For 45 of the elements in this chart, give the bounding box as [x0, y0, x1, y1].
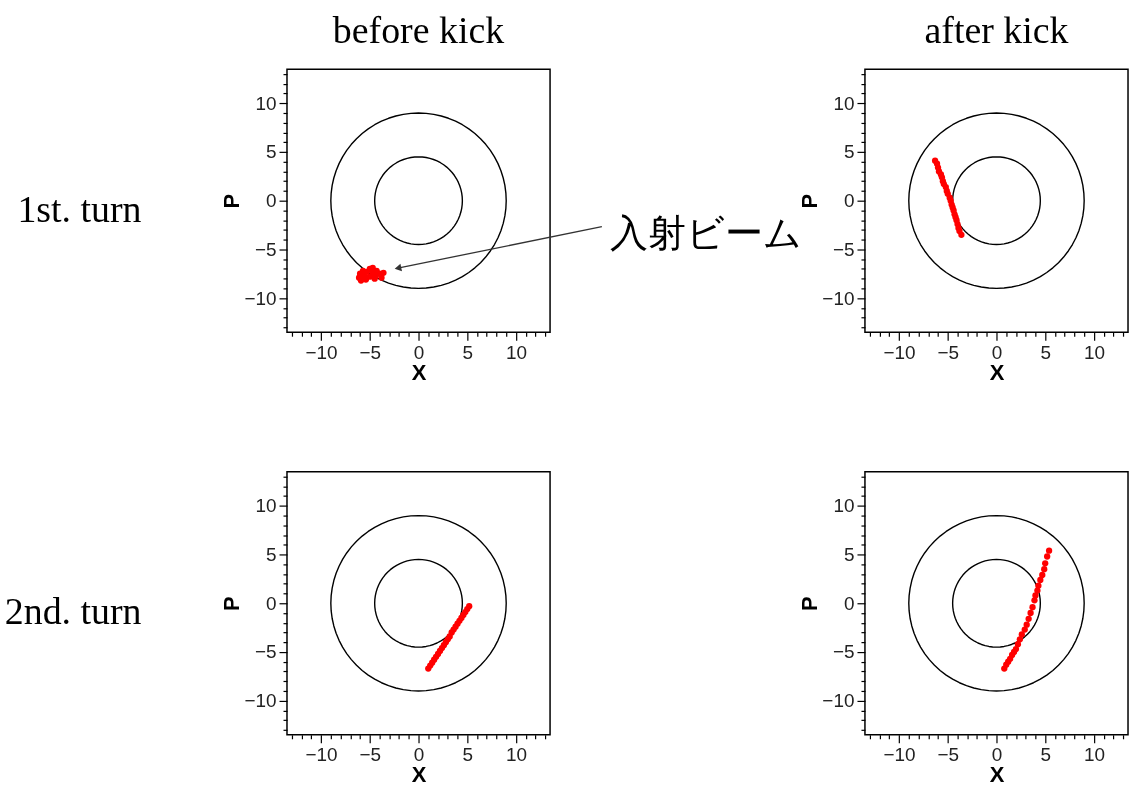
y-tick-label: 10: [255, 92, 277, 114]
y-axis-title: P: [219, 193, 245, 209]
x-tick-label: −10: [883, 744, 916, 766]
x-tick-label: −5: [937, 341, 960, 363]
x-tick-label: −10: [305, 744, 338, 766]
y-tick-label: 5: [843, 544, 855, 566]
x-tick-label: −10: [883, 341, 916, 363]
y-tick-label: 5: [843, 141, 855, 163]
y-tick-label: 0: [265, 190, 277, 212]
y-tick-label: −10: [244, 287, 277, 309]
y-tick-label: 5: [265, 141, 277, 163]
annotation: 入射ビーム: [609, 210, 802, 255]
y-axis-title: P: [797, 193, 823, 209]
y-axis-title: P: [219, 596, 245, 612]
x-tick-label: 10: [1083, 744, 1105, 766]
y-tick-label: 0: [843, 190, 855, 212]
x-tick-label: −5: [937, 744, 960, 766]
y-tick-label: −10: [244, 690, 277, 712]
text: 1st. turn: [17, 187, 142, 230]
x-tick-label: 5: [1040, 744, 1051, 766]
y-tick-label: 10: [255, 495, 277, 517]
y-tick-label: −10: [822, 287, 855, 309]
y-tick-label: −5: [254, 238, 277, 260]
y-tick-label: −5: [832, 238, 855, 260]
x-tick-label: 10: [505, 341, 527, 363]
chart-title: after kick: [924, 9, 1069, 52]
x-tick-label: 5: [1040, 341, 1051, 363]
x-tick-label: −5: [359, 341, 382, 363]
x-tick-label: −10: [305, 341, 338, 363]
y-tick-label: 10: [833, 92, 855, 114]
y-axis-title: P: [797, 596, 823, 612]
x-tick-label: 5: [462, 341, 473, 363]
y-tick-label: 10: [833, 495, 855, 517]
y-tick-label: −10: [822, 690, 855, 712]
text: 2nd. turn: [4, 590, 142, 633]
x-tick-label: 5: [462, 744, 473, 766]
x-tick-label: 10: [505, 744, 527, 766]
x-tick-label: 10: [1083, 341, 1105, 363]
x-tick-label: −5: [359, 744, 382, 766]
y-tick-label: 0: [843, 592, 855, 614]
y-tick-label: −5: [832, 641, 855, 663]
y-tick-label: 5: [265, 544, 277, 566]
y-tick-label: 0: [265, 592, 277, 614]
chart-title: before kick: [332, 9, 505, 52]
y-tick-label: −5: [254, 641, 277, 663]
